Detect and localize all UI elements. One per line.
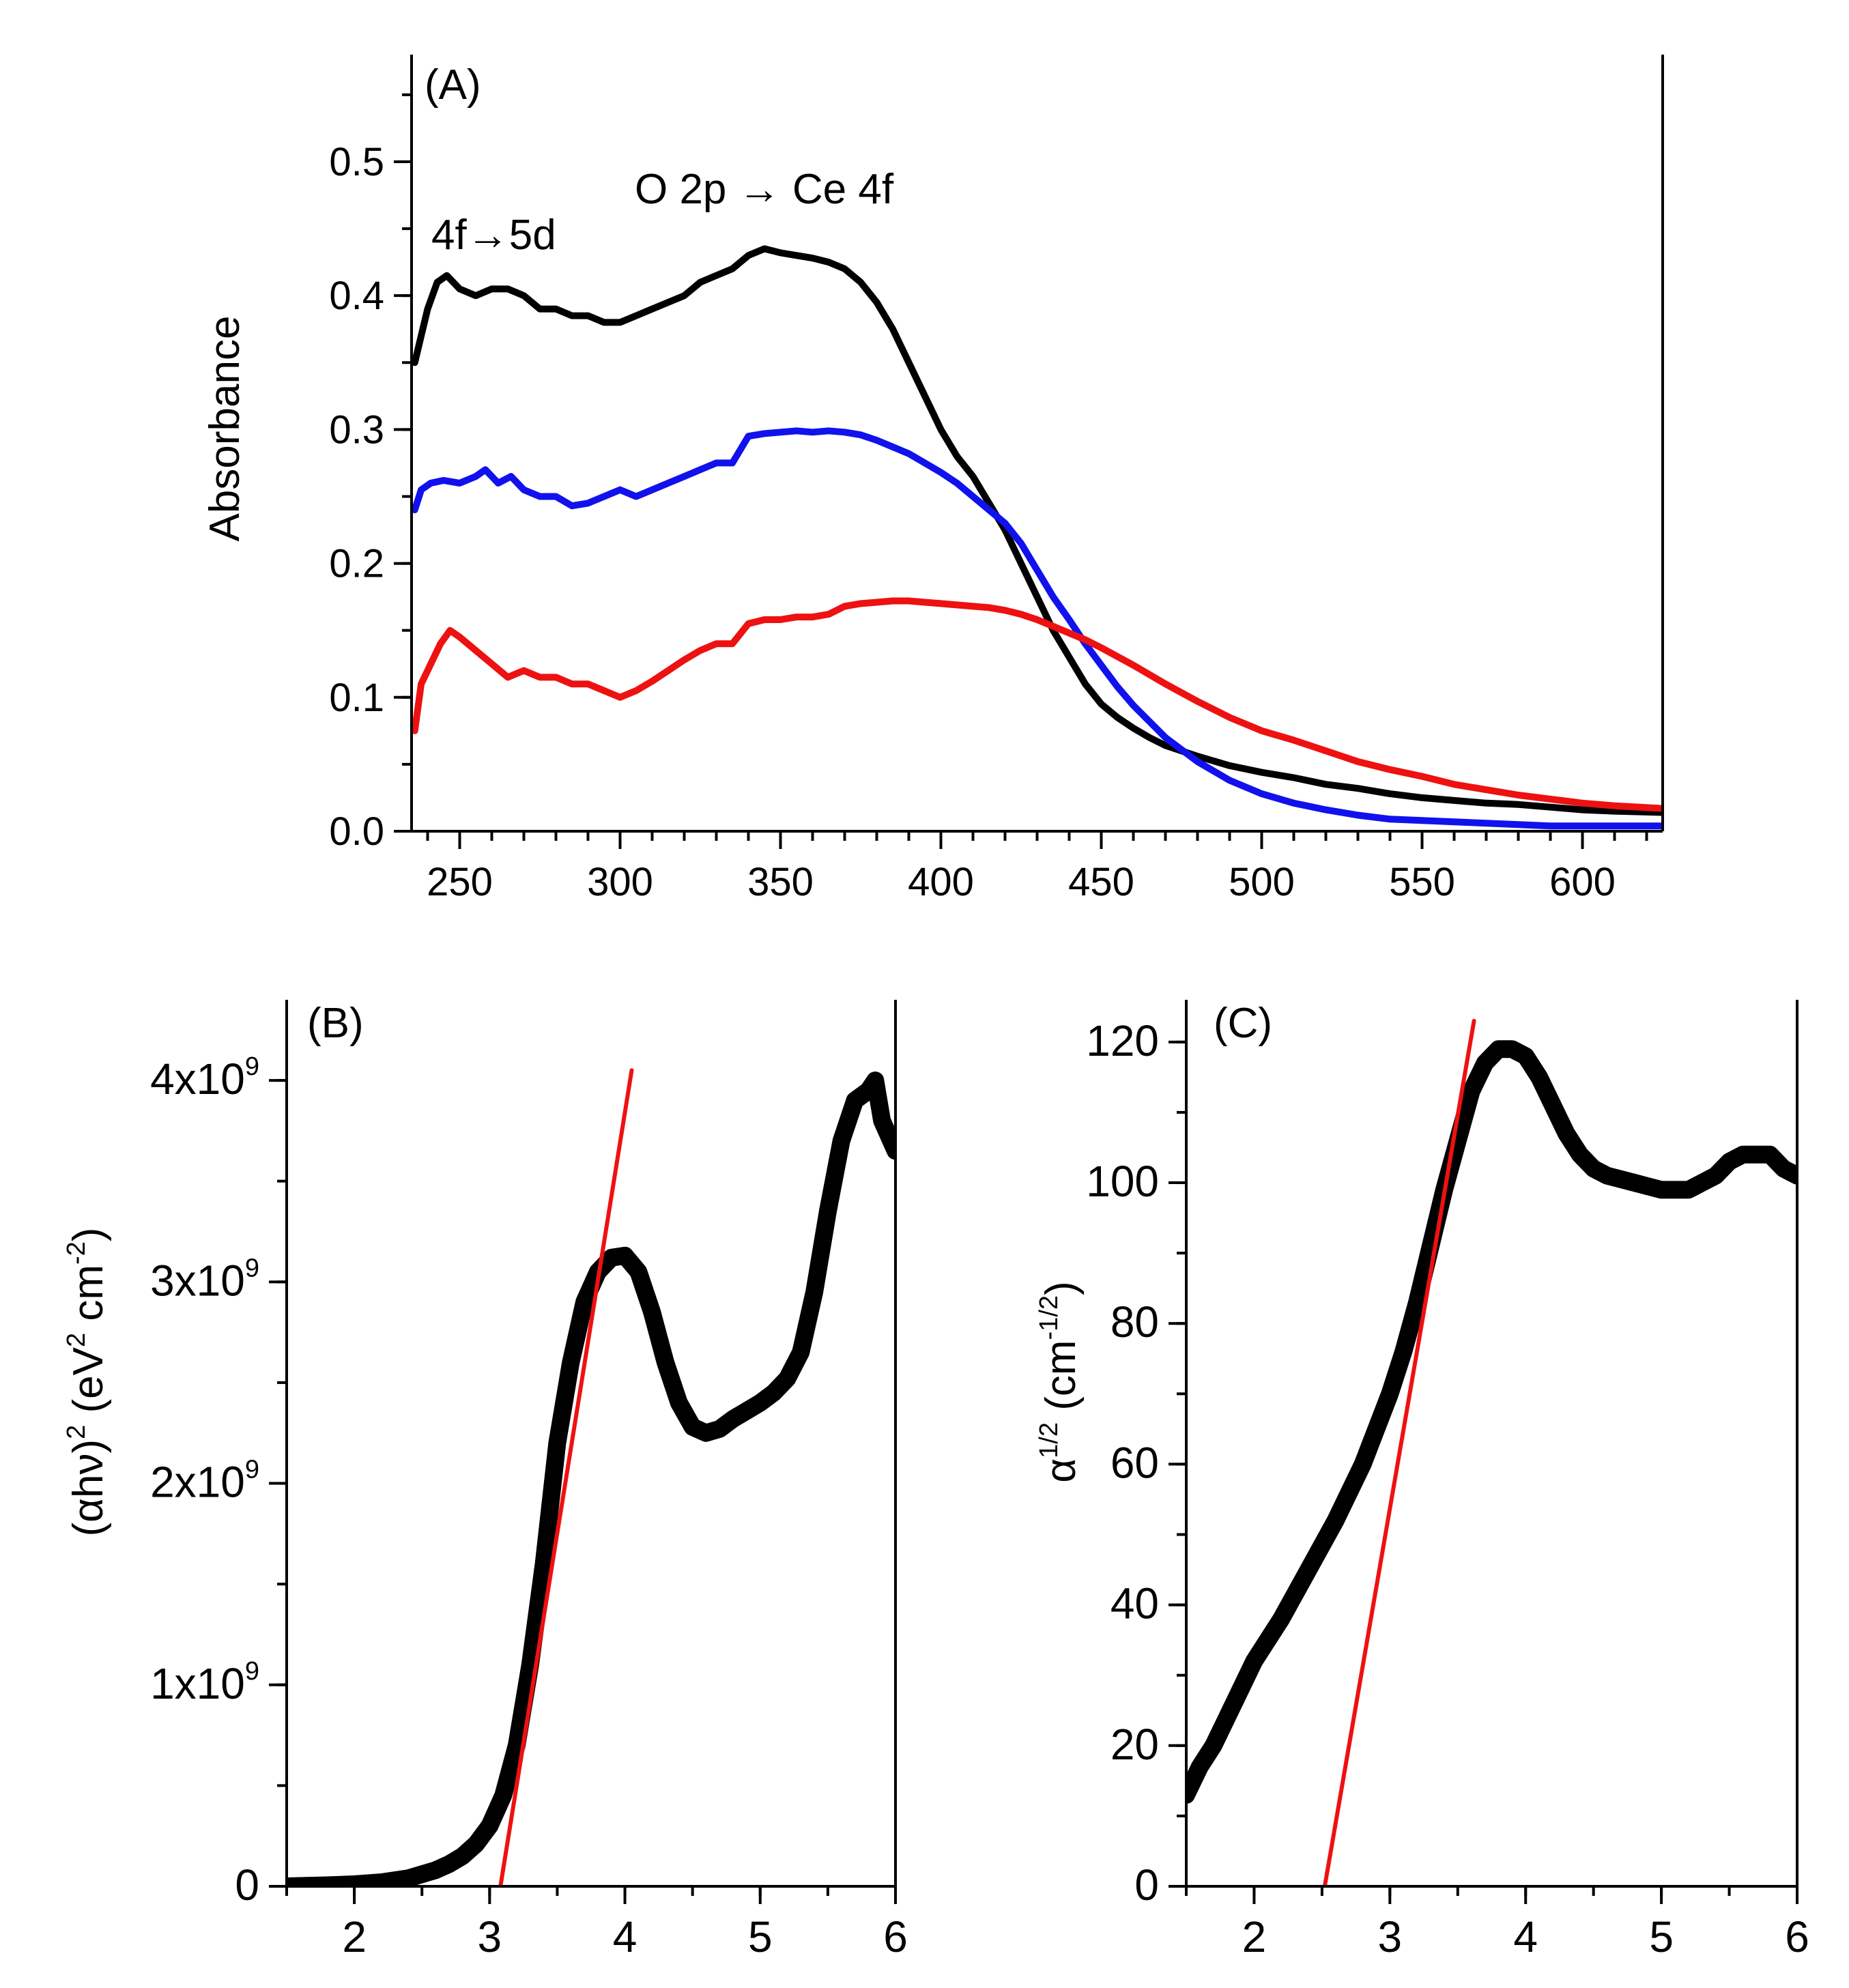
panel-c-label: (C) [1214,1000,1272,1047]
x-tick-label: 500 [1229,860,1295,904]
series-black [412,245,1663,816]
y-tick-label: 100 [1086,1157,1159,1206]
panel-a: 250 300 350 400 450 500 550 600 0.0 0.1 0.2 0.3 0.4… [201,55,1664,904]
panel-c-ylabel-part: ) [1037,1281,1085,1295]
y-tick-label: 80 [1110,1297,1159,1346]
panel-c-ylabel-part: (cm [1037,1340,1085,1422]
series-data [1186,1040,1797,1804]
y-tick-label: 4x109 [150,1052,259,1104]
y-tick-exponent: 9 [245,1052,259,1081]
y-tick-base: 2x10 [150,1458,245,1507]
y-tick-label: 0.2 [329,542,384,586]
x-tick-label: 600 [1549,860,1616,904]
panel-c: 2 3 4 5 6 0 20 40 60 80 100 120 (C) α1/2 (cm-1/2) [1035,1000,1809,1961]
y-tick-label: 40 [1110,1579,1159,1628]
panel-a-y-ticks: 0.0 0.1 0.2 0.3 0.4 0.5 [329,93,412,854]
panel-c-y-ticks: 0 20 40 60 80 100 120 [1086,1016,1186,1910]
series-red [412,597,1663,812]
series-data [287,1071,895,1886]
panel-a-label: (A) [425,61,481,109]
y-tick-label: 20 [1110,1720,1159,1769]
x-tick-label: 3 [478,1912,502,1961]
panel-b-axes [285,1000,897,1888]
y-tick-label: 120 [1086,1016,1159,1065]
x-tick-label: 6 [883,1912,908,1961]
y-tick-label: 1x109 [150,1657,259,1708]
panel-c-ylabel-sup: 1/2 [1035,1422,1063,1458]
x-tick-label: 4 [1513,1912,1538,1961]
y-tick-base: 3x10 [150,1256,245,1305]
y-tick-base: 0 [235,1860,259,1910]
x-tick-label: 2 [1242,1912,1267,1961]
x-tick-label: 350 [747,860,814,904]
panel-c-ylabel-sup: -1/2 [1035,1295,1063,1340]
y-tick-label: 0.5 [329,140,384,184]
x-tick-label: 400 [908,860,974,904]
y-tick-base: 1x10 [150,1659,245,1708]
panel-b-label: (B) [307,1000,364,1047]
y-tick-label: 3x109 [150,1254,259,1305]
y-tick-label: 0.3 [329,407,384,452]
y-tick-label: 0 [235,1860,259,1910]
panel-c-axes [1185,1000,1798,1888]
y-tick-label: 0.0 [329,809,384,854]
x-tick-label: 4 [613,1912,637,1961]
y-tick-label: 0.1 [329,676,384,720]
x-tick-label: 300 [587,860,653,904]
x-tick-label: 2 [342,1912,367,1961]
panel-b-ylabel-part: cm [65,1265,112,1333]
panel-c-ylabel-part: α [1037,1458,1085,1483]
panel-b-ylabel-sup: 2 [62,1333,91,1347]
x-tick-label: 450 [1068,860,1134,904]
panel-b-ylabel-part: (αhν) [65,1439,112,1537]
series-blue [412,427,1663,830]
x-tick-label: 5 [1649,1912,1674,1961]
y-tick-base: 4x10 [150,1054,245,1104]
panel-b-x-ticks: 2 3 4 5 6 [285,1886,908,1961]
series-linear-fit [1322,1018,1476,1886]
panel-b-ylabel-part: (eV [65,1346,112,1424]
panel-b-ylabel-part: ) [65,1228,112,1242]
x-tick-label: 5 [748,1912,773,1961]
panel-b-ylabel-sup: 2 [62,1425,91,1439]
y-tick-label: 0.4 [329,274,384,318]
y-tick-label: 2x109 [150,1456,259,1507]
panel-a-x-ticks: 250 300 350 400 450 500 550 600 [426,831,1648,904]
y-tick-label: 0 [1134,1860,1159,1910]
panel-b-series [287,1068,895,1886]
panel-a-y-axis-title: Absorbance [201,316,248,542]
y-tick-exponent: 9 [245,1657,259,1686]
x-tick-label: 250 [427,860,493,904]
panel-c-series [1186,1018,1797,1886]
panel-b-ylabel-sup: -2 [62,1241,91,1265]
panel-a-axes [410,55,1664,833]
panel-c-y-axis-title: α1/2 (cm-1/2) [1035,1281,1085,1482]
x-tick-label: 3 [1378,1912,1403,1961]
y-tick-exponent: 9 [245,1254,259,1282]
annotation-4f-5d: 4f→5d [431,212,556,259]
panel-c-x-ticks: 2 3 4 5 6 [1185,1886,1809,1961]
x-tick-label: 550 [1389,860,1455,904]
panel-a-series [412,245,1663,830]
y-tick-exponent: 9 [245,1456,259,1484]
panel-b-y-axis-title: (αhν)2 (eV2 cm-2) [62,1228,112,1537]
annotation-o2p-ce4f: O 2p → Ce 4f [635,166,894,213]
x-tick-label: 6 [1785,1912,1809,1961]
series-linear-fit [498,1068,634,1886]
y-tick-label: 60 [1110,1438,1159,1487]
